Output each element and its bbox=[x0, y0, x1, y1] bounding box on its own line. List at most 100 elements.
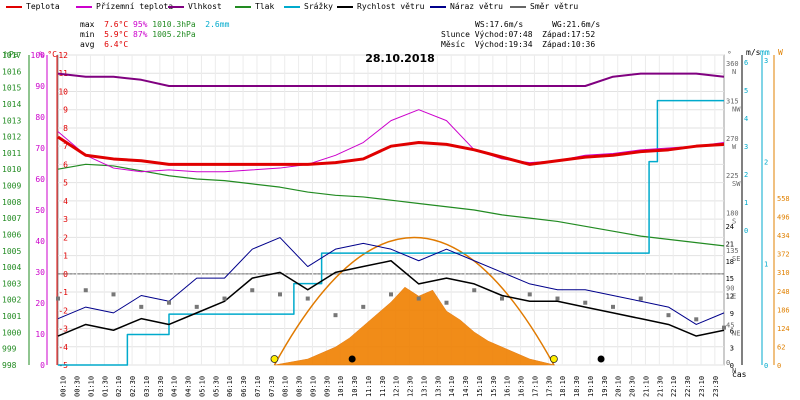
legend-item: Přízemní teplota bbox=[76, 2, 173, 11]
legend-swatch bbox=[510, 5, 526, 8]
stats-max-label: max bbox=[80, 20, 95, 29]
wind-direction-point bbox=[56, 296, 60, 301]
tick-label-x: 22:30 bbox=[684, 376, 692, 397]
tick-label-solar: 310 bbox=[777, 269, 790, 277]
sunset-marker bbox=[549, 355, 558, 363]
wind-direction-point bbox=[666, 313, 671, 318]
wind-direction-point bbox=[167, 300, 171, 305]
axis-unit-deg: ° bbox=[727, 50, 732, 59]
sun-label: Slunce bbox=[441, 30, 470, 39]
tick-label-x: 23:30 bbox=[712, 376, 720, 397]
tick-label-pressure: 1013 bbox=[2, 116, 21, 125]
tick-label-solar: 434 bbox=[777, 232, 790, 240]
series-line-pzemnteplota bbox=[57, 109, 725, 173]
tick-label-x: 19:10 bbox=[587, 376, 595, 397]
tick-label-pressure: 1003 bbox=[2, 279, 21, 288]
tick-label-solar: 124 bbox=[777, 325, 790, 333]
stats-max-temp: 7.6°C bbox=[104, 20, 129, 29]
tick-label-x: 16:10 bbox=[504, 376, 512, 397]
tick-label-wind-dir-name: S bbox=[732, 218, 736, 226]
tick-label-pressure: 1004 bbox=[2, 263, 21, 272]
legend-item: Náraz větru bbox=[430, 2, 503, 11]
moonset-value: Západ:10:36 bbox=[542, 40, 596, 49]
tick-label-temperature: 10 bbox=[58, 87, 68, 96]
series-line-vlhkost bbox=[57, 72, 725, 87]
tick-label-temperature: -1 bbox=[58, 288, 68, 297]
moonrise-value: Východ:19:34 bbox=[474, 40, 533, 49]
tick-label-wind-dir: 360 bbox=[726, 60, 739, 68]
tick-label-x: 03:10 bbox=[143, 376, 151, 397]
tick-label-x: 21:30 bbox=[656, 376, 664, 397]
tick-label-x: 17:30 bbox=[545, 376, 553, 397]
tick-label-wind: 21 bbox=[726, 240, 734, 248]
wind-direction-points bbox=[56, 288, 726, 330]
tick-label-wind-dir-name: E bbox=[732, 292, 736, 300]
axis-label-cas: čas bbox=[732, 369, 747, 379]
tick-label-x: 07:10 bbox=[254, 376, 262, 397]
tick-label-temperature: -3 bbox=[58, 325, 68, 334]
tick-label-x: 00:10 bbox=[60, 376, 68, 397]
legend-swatch bbox=[235, 5, 251, 8]
tick-label-pressure: 1002 bbox=[2, 296, 21, 305]
solar-radiation-area bbox=[274, 286, 555, 366]
tick-label-humidity: 30 bbox=[35, 268, 45, 277]
tick-label-x: 05:30 bbox=[212, 376, 220, 397]
tick-label-wind-dir: 180 bbox=[726, 210, 739, 218]
axis-unit-hpa: hPa bbox=[4, 50, 19, 59]
series-line-teplota bbox=[57, 135, 725, 166]
tick-label-wind: 12 bbox=[726, 293, 734, 301]
solar-area bbox=[274, 286, 555, 366]
stats-ws: WS:17.6m/s WG:21.6m/s bbox=[475, 20, 600, 30]
tick-label-temperature: 12 bbox=[58, 51, 68, 60]
wind-direction-point bbox=[278, 292, 282, 297]
wind-direction-point bbox=[694, 317, 699, 322]
chart-date-title: 28.10.2018 bbox=[365, 52, 435, 65]
tick-label-pressure: 1005 bbox=[2, 247, 21, 256]
stats-avg-temp: 6.4°C bbox=[104, 40, 129, 49]
tick-label-wind-dir-name: N bbox=[732, 367, 736, 375]
tick-label-temperature: 7 bbox=[63, 142, 68, 151]
wind-direction-point bbox=[83, 288, 88, 293]
tick-label-x: 19:30 bbox=[601, 376, 609, 397]
wind-direction-point bbox=[111, 292, 116, 297]
tick-label-rain: 3 bbox=[764, 57, 768, 65]
legend-label: Rychlost větru bbox=[357, 2, 425, 11]
tick-label-x: 14:30 bbox=[462, 376, 470, 397]
wind-direction-point bbox=[638, 296, 643, 301]
tick-label-wind-dir: 90 bbox=[726, 284, 734, 292]
legend-swatch bbox=[284, 5, 300, 8]
stats-moon: Měsíc Východ:19:34 Západ:10:36 bbox=[441, 40, 595, 50]
tick-label-rain: 0 bbox=[764, 362, 768, 370]
moonrise-marker bbox=[597, 355, 605, 363]
sun-path-arc bbox=[273, 236, 555, 366]
tick-label-wind-dir-name: N bbox=[732, 68, 736, 76]
tick-label-solar: 62 bbox=[777, 343, 785, 351]
wind-direction-point bbox=[389, 292, 393, 297]
series-line-tlak bbox=[57, 163, 725, 247]
tick-label-x: 20:10 bbox=[615, 376, 623, 397]
wind-direction-point bbox=[194, 304, 199, 309]
tick-label-x: 04:30 bbox=[185, 376, 193, 397]
tick-label-solar: 0 bbox=[777, 362, 781, 370]
tick-label-x: 01:10 bbox=[87, 376, 95, 397]
stats-max: max 7.6°C 95% 1010.3hPa 2.6mm bbox=[80, 20, 229, 30]
tick-label-x: 02:10 bbox=[115, 376, 123, 397]
tick-label-wind-dir: 315 bbox=[726, 97, 739, 105]
legend-item: Vlhkost bbox=[168, 2, 222, 11]
tick-label-wind-upper: 5 bbox=[744, 87, 748, 95]
tick-label-x: 04:10 bbox=[171, 376, 179, 397]
tick-label-humidity: 0 bbox=[40, 361, 45, 370]
tick-label-x: 13:30 bbox=[434, 376, 442, 397]
legend-label: Srážky bbox=[304, 2, 333, 11]
tick-label-wind-upper: 1 bbox=[744, 199, 748, 207]
tick-label-wind: 15 bbox=[726, 275, 734, 283]
tick-label-temperature: 5 bbox=[63, 179, 68, 188]
tick-label-temperature: -2 bbox=[58, 306, 68, 315]
stats-min: min 5.9°C 87% 1005.2hPa bbox=[80, 30, 196, 40]
tick-label-humidity: 40 bbox=[35, 237, 45, 246]
stats-ws-value: WS:17.6m/s bbox=[475, 20, 524, 29]
tick-label-x: 06:10 bbox=[226, 376, 234, 397]
legend-item: Rychlost větru bbox=[337, 2, 424, 11]
tick-label-temperature: 4 bbox=[63, 197, 68, 206]
tick-label-x: 09:30 bbox=[323, 376, 331, 397]
